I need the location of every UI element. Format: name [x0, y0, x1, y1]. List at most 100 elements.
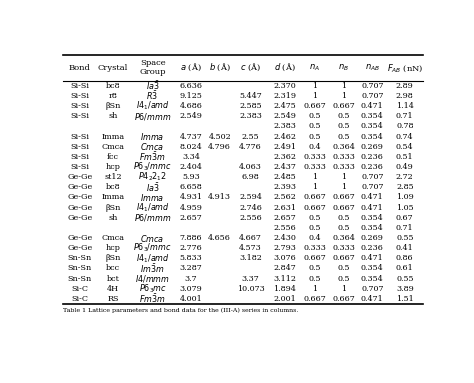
Text: 0.74: 0.74	[396, 133, 414, 141]
Text: Si-Si: Si-Si	[70, 92, 89, 100]
Text: Bond: Bond	[69, 64, 91, 72]
Text: 2.594: 2.594	[239, 193, 262, 201]
Text: Ge-Ge: Ge-Ge	[67, 234, 92, 242]
Text: 1: 1	[341, 82, 346, 90]
Text: 1: 1	[312, 285, 317, 293]
Text: 4.913: 4.913	[208, 193, 231, 201]
Text: 1: 1	[341, 173, 346, 181]
Text: 0.333: 0.333	[303, 244, 326, 252]
Text: 1.09: 1.09	[396, 193, 414, 201]
Text: 2.89: 2.89	[396, 82, 414, 90]
Text: 4H: 4H	[107, 285, 119, 293]
Text: 1.14: 1.14	[396, 102, 414, 110]
Text: Sn-Sn: Sn-Sn	[67, 265, 92, 272]
Text: $Fm\bar{3}m$: $Fm\bar{3}m$	[139, 151, 166, 163]
Text: 3.37: 3.37	[242, 275, 259, 283]
Text: $Imma$: $Imma$	[140, 192, 165, 203]
Text: 0.667: 0.667	[303, 102, 326, 110]
Text: 0.236: 0.236	[361, 163, 384, 171]
Text: hcp: hcp	[106, 244, 120, 252]
Text: 0.707: 0.707	[361, 82, 383, 90]
Text: Ge-Ge: Ge-Ge	[67, 173, 92, 181]
Text: bcc: bcc	[106, 265, 120, 272]
Text: 2.657: 2.657	[273, 214, 296, 222]
Text: 3.079: 3.079	[180, 285, 202, 293]
Text: bct: bct	[107, 275, 119, 283]
Text: βSn: βSn	[105, 254, 121, 262]
Text: 2.485: 2.485	[273, 173, 296, 181]
Text: 0.236: 0.236	[361, 153, 384, 161]
Text: 1: 1	[312, 173, 317, 181]
Text: 1.894: 1.894	[273, 285, 296, 293]
Text: 0.707: 0.707	[361, 285, 383, 293]
Text: Si-Si: Si-Si	[70, 163, 89, 171]
Text: 0.5: 0.5	[337, 123, 350, 131]
Text: 0.5: 0.5	[309, 265, 321, 272]
Text: 2.383: 2.383	[239, 112, 262, 120]
Text: 1: 1	[312, 92, 317, 100]
Text: bc8: bc8	[106, 82, 120, 90]
Text: 0.364: 0.364	[332, 234, 355, 242]
Text: $Ia\bar{3}$: $Ia\bar{3}$	[146, 181, 160, 194]
Text: 2.475: 2.475	[273, 102, 296, 110]
Text: 0.5: 0.5	[309, 275, 321, 283]
Text: 1: 1	[341, 183, 346, 192]
Text: 0.354: 0.354	[361, 275, 383, 283]
Text: 2.85: 2.85	[396, 183, 414, 192]
Text: 7.886: 7.886	[180, 234, 202, 242]
Text: 0.667: 0.667	[332, 254, 355, 262]
Text: 2.437: 2.437	[273, 163, 296, 171]
Text: $P6/mmm$: $P6/mmm$	[134, 212, 171, 223]
Text: Imma: Imma	[101, 193, 125, 201]
Text: 0.471: 0.471	[361, 204, 383, 211]
Text: $a$ (Å): $a$ (Å)	[180, 62, 202, 74]
Text: $n_A$: $n_A$	[309, 62, 320, 73]
Text: 2.393: 2.393	[273, 183, 296, 192]
Text: Ge-Ge: Ge-Ge	[67, 193, 92, 201]
Text: 0.667: 0.667	[303, 204, 326, 211]
Text: 0.67: 0.67	[396, 214, 414, 222]
Text: $Ia\bar{3}$: $Ia\bar{3}$	[146, 79, 160, 92]
Text: 5.833: 5.833	[180, 254, 202, 262]
Text: 1: 1	[341, 285, 346, 293]
Text: $I4_1/amd$: $I4_1/amd$	[136, 100, 170, 112]
Text: 0.707: 0.707	[361, 173, 383, 181]
Text: 0.354: 0.354	[361, 112, 383, 120]
Text: Si-C: Si-C	[71, 285, 88, 293]
Text: 4.737: 4.737	[180, 133, 202, 141]
Text: sh: sh	[109, 214, 118, 222]
Text: $d$ (Å): $d$ (Å)	[273, 62, 295, 74]
Text: 0.5: 0.5	[309, 112, 321, 120]
Text: $P6_3/mmc$: $P6_3/mmc$	[133, 242, 172, 254]
Text: 2.319: 2.319	[273, 92, 296, 100]
Text: 2.746: 2.746	[239, 204, 262, 211]
Text: Si-Si: Si-Si	[70, 133, 89, 141]
Text: 1: 1	[312, 183, 317, 192]
Text: 8.024: 8.024	[180, 143, 202, 151]
Text: 0.354: 0.354	[361, 133, 383, 141]
Text: 1: 1	[341, 92, 346, 100]
Text: 4.502: 4.502	[209, 133, 231, 141]
Text: $n_B$: $n_B$	[338, 62, 349, 73]
Text: $P6/mmm$: $P6/mmm$	[134, 111, 171, 122]
Text: 0.707: 0.707	[361, 183, 383, 192]
Text: 0.269: 0.269	[361, 143, 384, 151]
Text: 2.370: 2.370	[273, 82, 296, 90]
Text: fcc: fcc	[107, 153, 119, 161]
Text: 5.93: 5.93	[182, 173, 200, 181]
Text: Ge-Ge: Ge-Ge	[67, 214, 92, 222]
Text: 6.658: 6.658	[180, 183, 202, 192]
Text: 0.333: 0.333	[303, 163, 326, 171]
Text: 0.5: 0.5	[337, 224, 350, 232]
Text: Ge-Ge: Ge-Ge	[67, 204, 92, 211]
Text: 0.667: 0.667	[332, 193, 355, 201]
Text: $Im\bar{3}m$: $Im\bar{3}m$	[140, 262, 165, 275]
Text: Si-Si: Si-Si	[70, 82, 89, 90]
Text: Si-Si: Si-Si	[70, 153, 89, 161]
Text: 0.471: 0.471	[361, 254, 383, 262]
Text: 0.707: 0.707	[361, 92, 383, 100]
Text: Crystal: Crystal	[98, 64, 128, 72]
Text: 0.667: 0.667	[332, 204, 355, 211]
Text: 0.667: 0.667	[332, 295, 355, 303]
Text: Cmca: Cmca	[101, 143, 125, 151]
